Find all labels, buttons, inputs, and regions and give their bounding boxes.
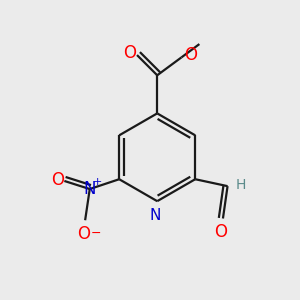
Text: −: − xyxy=(90,227,101,240)
Text: N: N xyxy=(83,180,96,198)
Text: O: O xyxy=(51,171,64,189)
Text: N: N xyxy=(149,208,160,223)
Text: O: O xyxy=(77,225,91,243)
Text: O: O xyxy=(124,44,136,62)
Text: O: O xyxy=(214,223,227,241)
Text: O: O xyxy=(184,46,197,64)
Text: H: H xyxy=(236,178,246,192)
Text: +: + xyxy=(93,176,102,187)
